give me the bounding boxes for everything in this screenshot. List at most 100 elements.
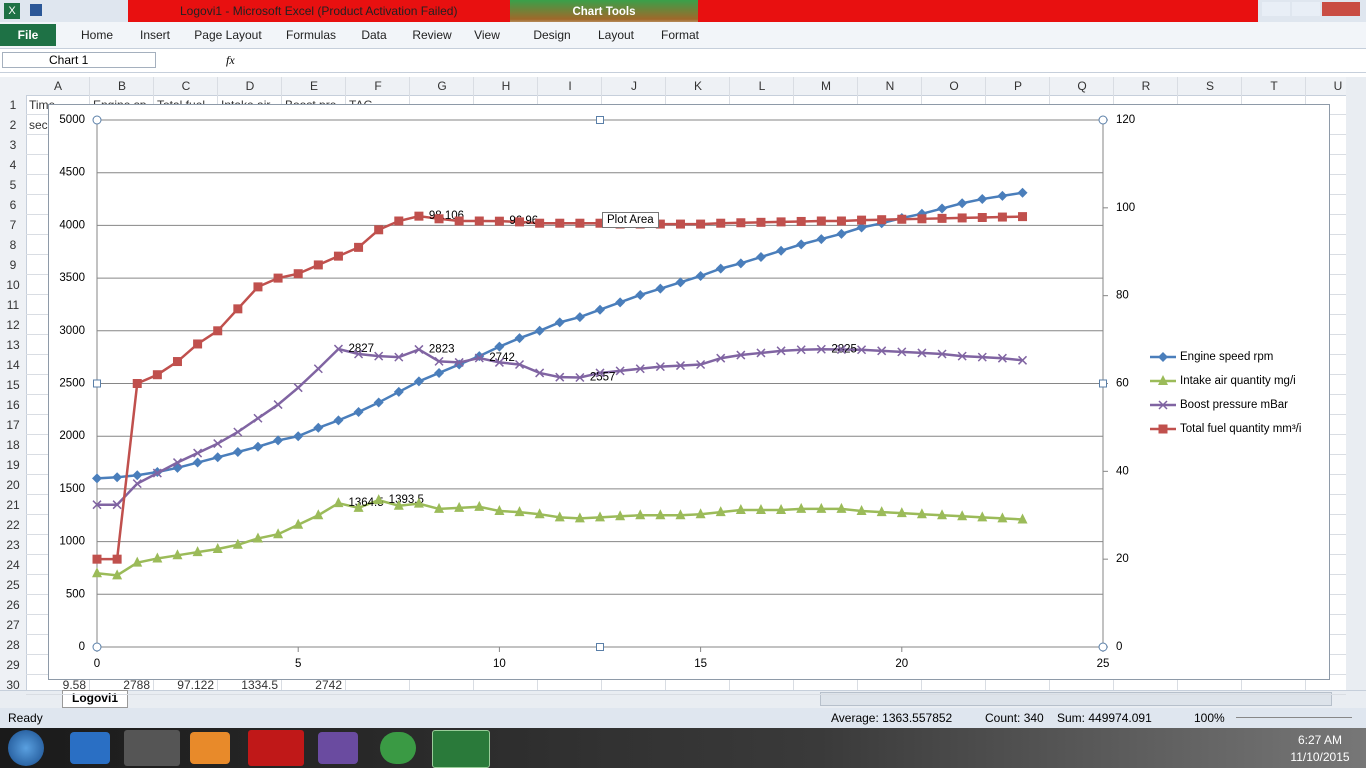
row-header[interactable]: 24 <box>6 558 20 572</box>
row-header[interactable]: 21 <box>6 498 20 512</box>
row-header[interactable]: 8 <box>9 238 17 252</box>
cell[interactable]: sec <box>29 118 48 132</box>
row-header[interactable]: 22 <box>6 518 20 532</box>
row-header[interactable]: 30 <box>6 678 20 692</box>
column-header[interactable]: K <box>693 79 702 93</box>
row-header[interactable]: 6 <box>9 198 17 212</box>
row-header[interactable]: 10 <box>6 278 20 292</box>
data-point <box>172 458 183 468</box>
column-header[interactable]: H <box>501 79 511 93</box>
row-header[interactable]: 11 <box>6 298 20 312</box>
zoom-slider[interactable] <box>1236 717 1352 718</box>
window-controls[interactable] <box>1262 2 1362 18</box>
fx-button[interactable]: fx <box>226 53 235 67</box>
row-header[interactable]: 23 <box>6 538 20 552</box>
column-header[interactable]: N <box>885 79 895 93</box>
column-header[interactable]: R <box>1141 79 1151 93</box>
horizontal-scrollbar[interactable] <box>820 692 1332 706</box>
column-header[interactable]: C <box>181 79 191 93</box>
data-point <box>494 357 504 367</box>
row-header[interactable]: 1 <box>9 98 17 112</box>
data-point <box>333 251 343 261</box>
column-header[interactable]: D <box>245 79 255 93</box>
column-header[interactable]: J <box>631 79 637 93</box>
taskbar-media[interactable] <box>190 732 230 764</box>
vertical-scrollbar[interactable] <box>1346 77 1366 690</box>
cell[interactable]: 97.122 <box>177 678 214 692</box>
file-tab[interactable]: File <box>0 24 56 46</box>
zoom-level[interactable]: 100% <box>1194 711 1225 725</box>
ribbon-tab[interactable]: Design <box>533 28 571 42</box>
ribbon-tab[interactable]: Layout <box>597 28 635 42</box>
row-header[interactable]: 7 <box>9 218 17 232</box>
chart-area[interactable] <box>48 104 1330 680</box>
row-header[interactable]: 25 <box>6 578 20 592</box>
row-header[interactable]: 27 <box>6 618 20 632</box>
row-header[interactable]: 12 <box>6 318 20 332</box>
cell[interactable]: 2742 <box>315 678 342 692</box>
data-point <box>152 552 163 563</box>
cell[interactable]: 1334.5 <box>241 678 278 692</box>
selection-handle <box>1098 115 1108 125</box>
name-box[interactable]: Chart 1 <box>2 52 156 68</box>
data-point <box>957 198 968 209</box>
ribbon-tab[interactable]: Data <box>361 28 387 42</box>
taskbar-excel[interactable] <box>432 730 490 768</box>
column-header[interactable]: A <box>53 79 62 93</box>
cell[interactable]: 9.58 <box>62 678 86 692</box>
sheet-tab[interactable]: Logovi1 <box>62 690 128 708</box>
row-header[interactable]: 3 <box>9 138 17 152</box>
start-button[interactable] <box>8 730 44 766</box>
ribbon-tab[interactable]: Page Layout <box>194 28 262 42</box>
column-header[interactable]: L <box>758 79 766 93</box>
column-header[interactable]: F <box>374 79 382 93</box>
row-header[interactable]: 20 <box>6 478 20 492</box>
column-header[interactable]: Q <box>1077 79 1087 93</box>
row-header[interactable]: 14 <box>6 358 20 372</box>
cell[interactable]: 2788 <box>123 678 150 692</box>
data-point <box>675 509 686 520</box>
chart[interactable]: 0500100015002000250030003500400045005000… <box>48 104 1331 681</box>
column-header[interactable]: P <box>1013 79 1022 93</box>
row-header[interactable]: 28 <box>6 638 20 652</box>
row-header[interactable]: 29 <box>6 658 20 672</box>
column-header[interactable]: U <box>1333 79 1343 93</box>
column-header[interactable]: B <box>117 79 126 93</box>
taskbar-vs[interactable] <box>318 732 358 764</box>
ribbon-tab[interactable]: Format <box>660 28 699 42</box>
column-header[interactable]: S <box>1205 79 1214 93</box>
data-point <box>997 512 1008 523</box>
row-header[interactable]: 18 <box>6 438 20 452</box>
data-point <box>715 263 726 274</box>
save-icon[interactable] <box>30 4 42 16</box>
taskbar-opera[interactable] <box>248 730 304 766</box>
column-header[interactable]: T <box>1270 79 1278 93</box>
ribbon-tab[interactable]: Home <box>80 28 113 42</box>
row-header[interactable]: 19 <box>6 458 20 472</box>
taskbar-explorer[interactable] <box>124 730 180 766</box>
taskbar-ie[interactable] <box>70 732 110 764</box>
row-header[interactable]: 4 <box>9 158 17 172</box>
column-header[interactable]: M <box>821 79 831 93</box>
column-header[interactable]: O <box>949 79 959 93</box>
data-point <box>1018 212 1028 222</box>
ribbon-tab[interactable]: View <box>474 28 500 42</box>
row-header[interactable]: 13 <box>6 338 20 352</box>
row-header[interactable]: 26 <box>6 598 20 612</box>
ribbon-tab[interactable]: Formulas <box>285 28 336 42</box>
row-header[interactable]: 9 <box>9 258 17 272</box>
ribbon-tab[interactable]: Review <box>412 28 452 42</box>
row-header[interactable]: 15 <box>6 378 20 392</box>
row-header[interactable]: 17 <box>6 418 20 432</box>
row-header[interactable]: 16 <box>6 398 20 412</box>
ribbon-tab[interactable]: Insert <box>139 28 170 42</box>
taskbar-chrome[interactable] <box>380 732 416 764</box>
data-point <box>736 350 746 360</box>
column-header[interactable]: G <box>437 79 447 93</box>
column-header[interactable]: I <box>568 79 572 93</box>
column-header[interactable]: E <box>309 79 318 93</box>
excel-icon[interactable]: X <box>4 3 20 19</box>
data-point <box>857 345 867 355</box>
row-header[interactable]: 2 <box>9 118 17 132</box>
row-header[interactable]: 5 <box>9 178 17 192</box>
